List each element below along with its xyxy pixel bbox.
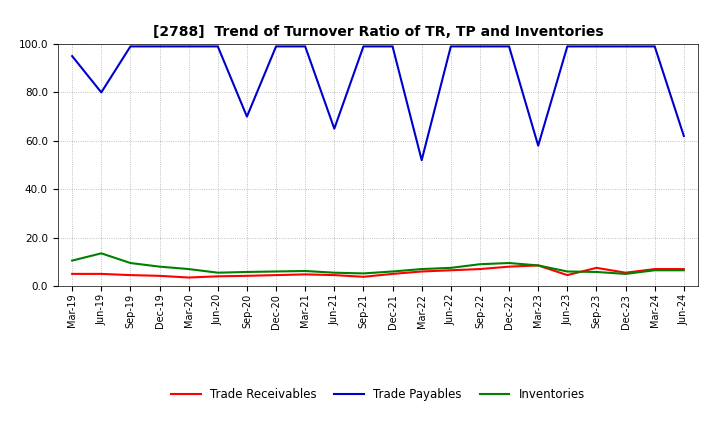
- Inventories: [388, 269, 397, 274]
- Inventories: [534, 263, 543, 268]
- Trade Receivables: [418, 269, 426, 274]
- Trade Receivables: [213, 274, 222, 279]
- Trade Receivables: [301, 272, 310, 277]
- Trade Payables: [97, 90, 106, 95]
- Trade Receivables: [446, 268, 455, 273]
- Trade Payables: [213, 44, 222, 49]
- Inventories: [621, 271, 630, 277]
- Inventories: [243, 269, 251, 275]
- Trade Receivables: [126, 272, 135, 278]
- Trade Payables: [563, 44, 572, 49]
- Trade Receivables: [388, 271, 397, 277]
- Inventories: [126, 260, 135, 266]
- Inventories: [418, 267, 426, 272]
- Inventories: [476, 261, 485, 267]
- Trade Payables: [359, 44, 368, 49]
- Line: Trade Receivables: Trade Receivables: [72, 265, 684, 278]
- Trade Payables: [68, 53, 76, 59]
- Inventories: [330, 270, 338, 275]
- Trade Payables: [592, 44, 600, 49]
- Inventories: [184, 267, 193, 272]
- Trade Payables: [650, 44, 659, 49]
- Inventories: [592, 269, 600, 275]
- Trade Receivables: [359, 274, 368, 279]
- Trade Payables: [271, 44, 280, 49]
- Line: Trade Payables: Trade Payables: [72, 46, 684, 160]
- Trade Receivables: [330, 272, 338, 278]
- Trade Payables: [126, 44, 135, 49]
- Trade Receivables: [271, 272, 280, 278]
- Trade Receivables: [68, 271, 76, 277]
- Trade Payables: [388, 44, 397, 49]
- Trade Payables: [156, 44, 164, 49]
- Inventories: [446, 265, 455, 271]
- Inventories: [271, 269, 280, 274]
- Trade Receivables: [505, 264, 513, 269]
- Trade Receivables: [680, 267, 688, 272]
- Trade Payables: [446, 44, 455, 49]
- Trade Receivables: [184, 275, 193, 280]
- Trade Receivables: [650, 267, 659, 272]
- Trade Payables: [505, 44, 513, 49]
- Trade Receivables: [476, 267, 485, 272]
- Trade Payables: [243, 114, 251, 119]
- Trade Receivables: [592, 265, 600, 271]
- Line: Inventories: Inventories: [72, 253, 684, 274]
- Inventories: [650, 268, 659, 273]
- Trade Receivables: [243, 273, 251, 279]
- Inventories: [156, 264, 164, 269]
- Trade Payables: [330, 126, 338, 131]
- Inventories: [301, 268, 310, 274]
- Trade Receivables: [156, 273, 164, 279]
- Inventories: [563, 269, 572, 274]
- Trade Payables: [534, 143, 543, 148]
- Trade Payables: [184, 44, 193, 49]
- Inventories: [359, 271, 368, 276]
- Inventories: [680, 268, 688, 273]
- Trade Payables: [476, 44, 485, 49]
- Trade Receivables: [97, 271, 106, 277]
- Trade Payables: [418, 158, 426, 163]
- Trade Receivables: [621, 270, 630, 275]
- Inventories: [68, 258, 76, 263]
- Legend: Trade Receivables, Trade Payables, Inventories: Trade Receivables, Trade Payables, Inven…: [166, 384, 590, 406]
- Inventories: [505, 260, 513, 266]
- Inventories: [213, 270, 222, 275]
- Trade Receivables: [563, 272, 572, 278]
- Trade Receivables: [534, 263, 543, 268]
- Inventories: [97, 251, 106, 256]
- Title: [2788]  Trend of Turnover Ratio of TR, TP and Inventories: [2788] Trend of Turnover Ratio of TR, TP…: [153, 25, 603, 39]
- Trade Payables: [680, 133, 688, 139]
- Trade Payables: [301, 44, 310, 49]
- Trade Payables: [621, 44, 630, 49]
